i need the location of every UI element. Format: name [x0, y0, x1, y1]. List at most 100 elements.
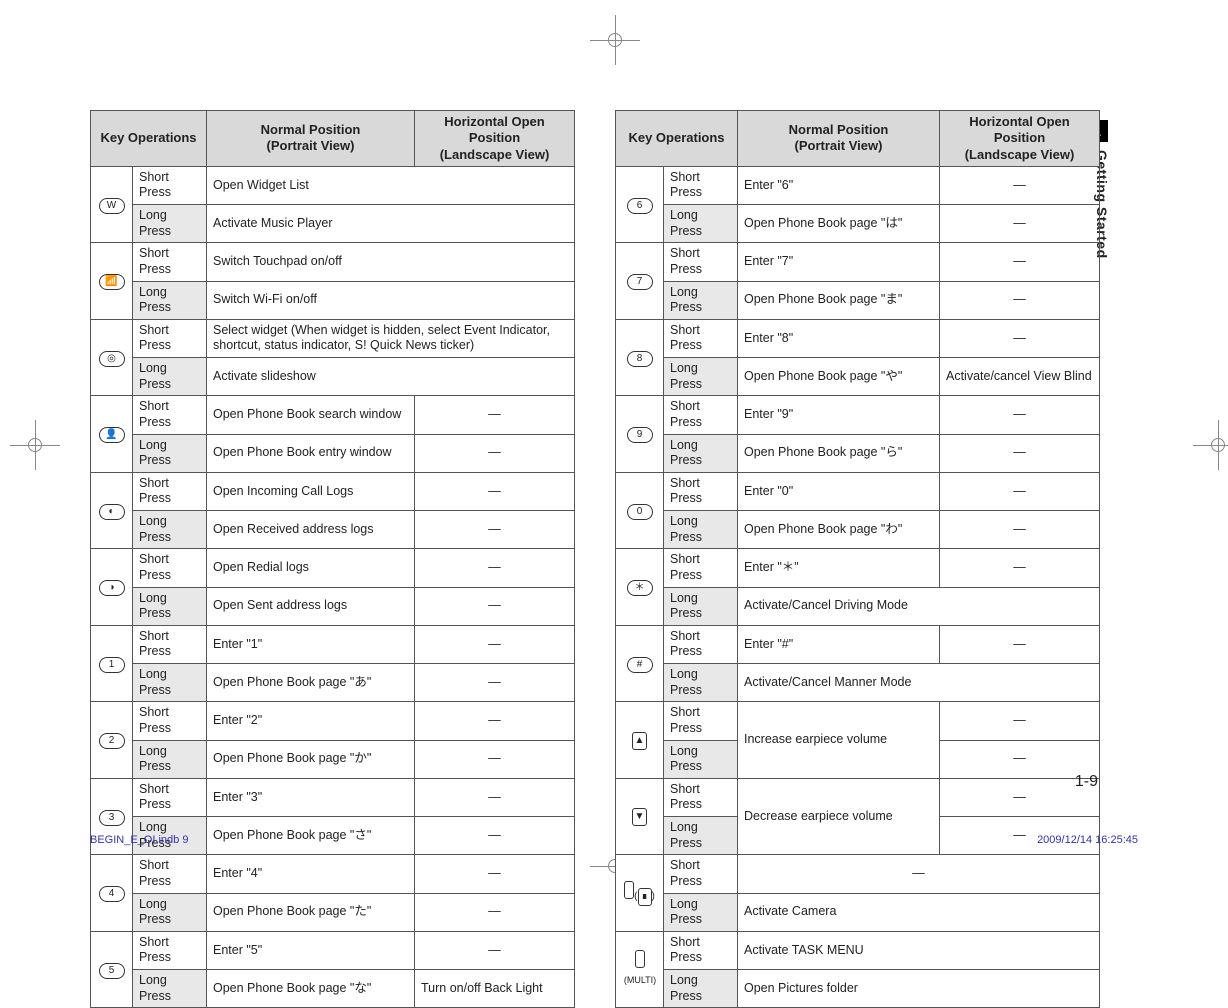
header-portrait-text: (Portrait View) — [795, 138, 883, 153]
key-cell: W — [91, 166, 133, 243]
key-cell: (MULTI) — [616, 931, 664, 1008]
key-icon: 📶 — [99, 274, 125, 290]
long-press-label: Long Press — [664, 205, 738, 243]
long-press-action-portrait: Open Phone Book page "ま" — [738, 281, 940, 319]
short-press-action-portrait: Enter "0" — [738, 472, 940, 510]
short-press-action-portrait: Open Incoming Call Logs — [207, 472, 415, 510]
long-press-action-portrait: Open Phone Book page "ら" — [738, 434, 940, 472]
registration-circle — [608, 33, 622, 47]
short-press-label: Short Press — [664, 319, 738, 357]
key-icon: 9 — [627, 427, 653, 443]
header-horizontal-position: Horizontal Open Position (Landscape View… — [415, 111, 575, 167]
short-press-action-landscape: ― — [940, 625, 1100, 663]
long-press-action-landscape: ― — [940, 205, 1100, 243]
long-press-label: Long Press — [664, 511, 738, 549]
short-press-action-landscape: ― — [940, 396, 1100, 434]
short-press-action-portrait: Open Redial logs — [207, 549, 415, 587]
long-press-action-landscape: Activate/cancel View Blind — [940, 358, 1100, 396]
key-cell: 8 — [616, 319, 664, 396]
short-press-action-landscape: ― — [940, 319, 1100, 357]
key-icon: 5 — [99, 963, 125, 979]
short-press-label: Short Press — [664, 702, 738, 740]
header-horizontal-text: Horizontal Open Position — [444, 114, 544, 145]
key-icon: # — [627, 657, 653, 673]
short-press-action-portrait: Enter "4" — [207, 855, 415, 893]
short-press-action-portrait: Enter "8" — [738, 319, 940, 357]
short-press-label: Short Press — [133, 778, 207, 816]
long-press-action-landscape: ― — [415, 664, 575, 702]
long-press-action-landscape: ― — [415, 434, 575, 472]
press-action-portrait: Increase earpiece volume — [738, 702, 940, 779]
registration-mark-left — [20, 430, 50, 460]
long-press-action-portrait: Open Phone Book page "た" — [207, 893, 415, 931]
key-icon: 1 — [99, 657, 125, 673]
key-icon: ▲ — [632, 732, 648, 750]
key-icon: ◑ — [99, 580, 125, 596]
long-press-label: Long Press — [133, 434, 207, 472]
long-press-label: Long Press — [664, 664, 738, 702]
key-icon: ▼ — [632, 808, 648, 826]
key-icon: 2 — [99, 733, 125, 749]
short-press-label: Short Press — [133, 319, 207, 357]
short-press-label: Short Press — [133, 625, 207, 663]
key-cell: 4 — [91, 855, 133, 932]
key-cell: 1 — [91, 625, 133, 702]
short-press-label: Short Press — [664, 855, 738, 893]
long-press-action: Activate/Cancel Driving Mode — [738, 587, 1100, 625]
short-press-action: ― — [738, 855, 1100, 893]
long-press-action-portrait: Open Phone Book entry window — [207, 434, 415, 472]
key-cell: ◑ — [91, 549, 133, 626]
header-key-operations: Key Operations — [91, 111, 207, 167]
key-cell: 2 — [91, 702, 133, 779]
short-press-action: Open Widget List — [207, 166, 575, 204]
key-cell: ▲ — [616, 702, 664, 779]
short-press-label: Short Press — [133, 243, 207, 281]
multi-label: (MULTI) — [624, 975, 656, 985]
registration-circle — [1211, 438, 1225, 452]
key-cell: 0 — [616, 472, 664, 549]
short-press-action-landscape: ― — [940, 166, 1100, 204]
key-icon: 7 — [627, 274, 653, 290]
short-press-label: Short Press — [664, 778, 738, 816]
header-landscape-text: (Landscape View) — [440, 147, 550, 162]
long-press-label: Long Press — [133, 205, 207, 243]
long-press-action: Switch Wi-Fi on/off — [207, 281, 575, 319]
key-cell: ▼ — [616, 778, 664, 855]
short-press-action-landscape: ― — [415, 778, 575, 816]
registration-mark-right — [1203, 430, 1228, 460]
key-icon: ◐ — [99, 504, 125, 520]
short-press-action-portrait: Enter "1" — [207, 625, 415, 663]
short-press-action-portrait: Enter "7" — [738, 243, 940, 281]
key-operations-table-right: Key Operations Normal Position (Portrait… — [615, 110, 1100, 1008]
registration-mark-top — [600, 25, 630, 55]
short-press-action-portrait: Enter "9" — [738, 396, 940, 434]
key-cell: 7 — [616, 243, 664, 320]
long-press-label: Long Press — [133, 511, 207, 549]
short-press-action-portrait: Enter "＊" — [738, 549, 940, 587]
short-press-label: Short Press — [664, 625, 738, 663]
long-press-label: Long Press — [133, 970, 207, 1008]
long-press-action-portrait: Open Phone Book page "や" — [738, 358, 940, 396]
short-press-label: Short Press — [664, 472, 738, 510]
short-press-action-landscape: ― — [940, 472, 1100, 510]
short-press-action-landscape: ― — [940, 549, 1100, 587]
right-table-container: Key Operations Normal Position (Portrait… — [615, 110, 1100, 1008]
short-press-action-landscape: ― — [415, 472, 575, 510]
short-press-action-landscape: ― — [415, 702, 575, 740]
registration-circle — [28, 438, 42, 452]
page-content: Key Operations Normal Position (Portrait… — [90, 110, 1100, 1008]
long-press-action-landscape: ― — [415, 740, 575, 778]
long-press-label: Long Press — [664, 970, 738, 1008]
press-action-portrait: Decrease earpiece volume — [738, 778, 940, 855]
key-cell: 📶 — [91, 243, 133, 320]
short-press-action-landscape: ― — [415, 549, 575, 587]
long-press-action-portrait: Open Phone Book page "さ" — [207, 817, 415, 855]
short-press-action-portrait: Enter "5" — [207, 931, 415, 969]
long-press-action-landscape: ― — [940, 434, 1100, 472]
header-normal-position: Normal Position (Portrait View) — [738, 111, 940, 167]
long-press-label: Long Press — [133, 740, 207, 778]
long-press-action-portrait: Open Phone Book page "か" — [207, 740, 415, 778]
key-icon: ◎ — [99, 351, 125, 367]
long-press-label: Long Press — [664, 281, 738, 319]
short-press-action-portrait: Enter "3" — [207, 778, 415, 816]
